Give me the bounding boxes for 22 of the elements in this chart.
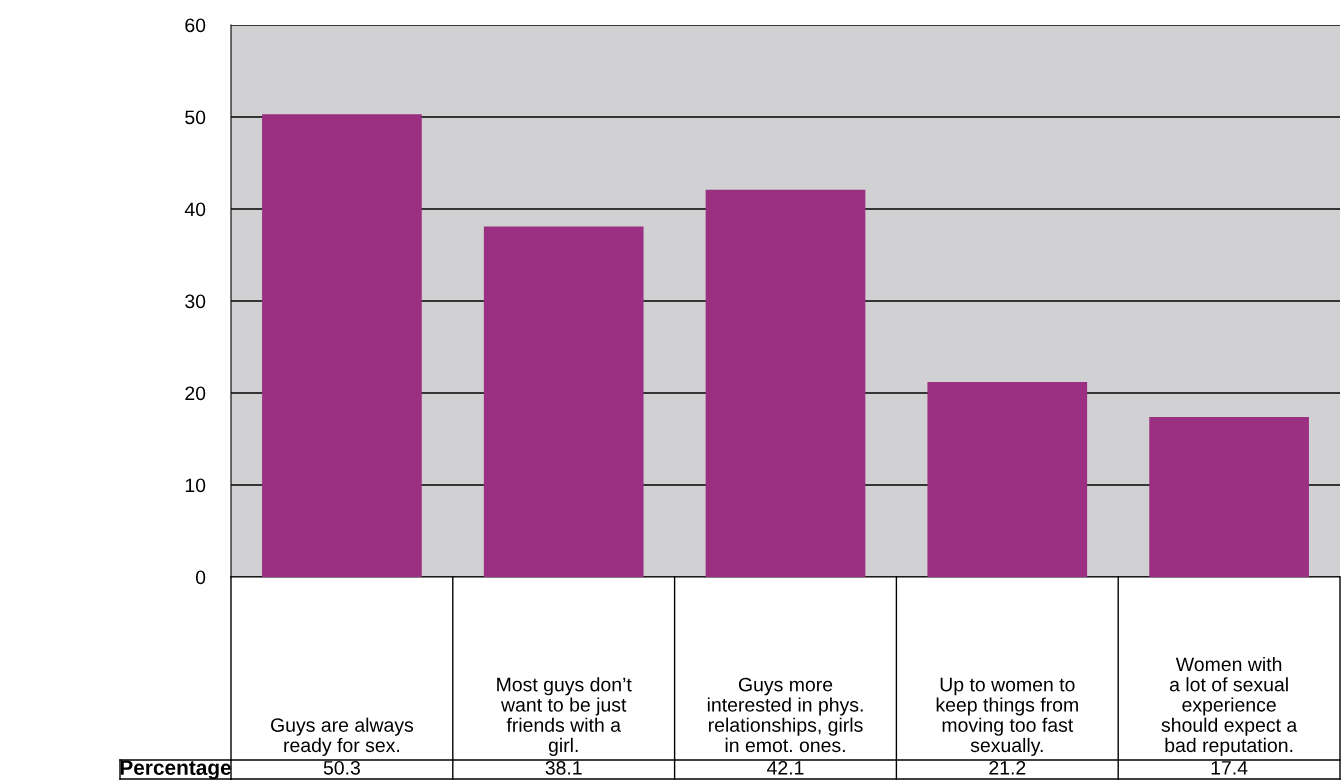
y-tick-label: 0 — [195, 570, 206, 585]
y-tick-label: 50 — [185, 110, 206, 125]
y-tick-label: 20 — [185, 386, 206, 401]
data-label: 21.2 — [989, 760, 1026, 775]
data-label: 42.1 — [767, 760, 804, 775]
data-label: 17.4 — [1211, 761, 1248, 775]
y-tick-label: 30 — [185, 294, 206, 309]
y-tick-label: 60 — [185, 18, 206, 33]
bar — [705, 189, 866, 577]
data-label: 50.3 — [323, 760, 360, 775]
bar — [927, 381, 1088, 577]
x-tick-label: Guys more interested in phys. relationships, girls in emot. ones. — [707, 677, 863, 753]
x-tick-label: Women with a lot of sexual experience should expect a bad reputation. — [1161, 656, 1298, 756]
bar — [1149, 416, 1309, 577]
y-tick-label: 40 — [184, 202, 206, 217]
data-label: 38.1 — [545, 760, 582, 775]
x-tick-label: Most guys don’t want to be just friends with a girl. — [497, 677, 632, 756]
x-tick-label: Guys are always ready for sex. — [271, 717, 414, 756]
x-tick-label: Up to women to keep things from moving too fast sexually. — [936, 677, 1078, 756]
y-tick-label: 10 — [185, 478, 206, 493]
bar — [483, 226, 644, 577]
bar — [262, 114, 422, 577]
